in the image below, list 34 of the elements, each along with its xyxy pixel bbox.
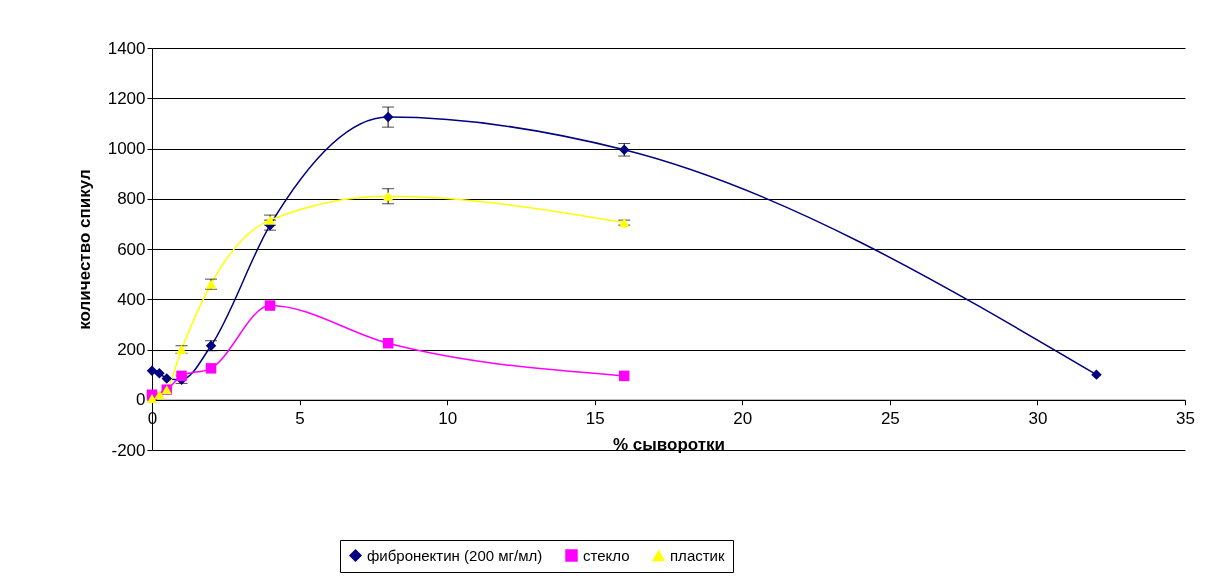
point bbox=[154, 368, 165, 379]
x-tick-label: 20 bbox=[733, 409, 753, 429]
point bbox=[161, 373, 172, 384]
x-tick-label: 5 bbox=[295, 409, 305, 429]
x-tick-label: 15 bbox=[585, 409, 605, 429]
point bbox=[618, 370, 630, 382]
y-tick-label: 1000 bbox=[107, 139, 146, 158]
point bbox=[382, 191, 394, 201]
x-tick-label: 30 bbox=[1028, 409, 1048, 429]
point bbox=[205, 363, 217, 374]
point bbox=[264, 300, 276, 311]
x-tick-label: 10 bbox=[438, 409, 458, 429]
y-tick-label: 800 bbox=[117, 189, 146, 209]
point bbox=[382, 111, 394, 123]
point bbox=[1091, 369, 1102, 380]
point bbox=[176, 370, 187, 382]
x-tick-label: 25 bbox=[880, 409, 900, 429]
legend-label: стекло bbox=[583, 546, 630, 564]
y-tick-label: 600 bbox=[117, 239, 146, 259]
point bbox=[382, 337, 394, 349]
point bbox=[154, 390, 165, 400]
y-axis-title: количество спикул bbox=[74, 169, 94, 330]
legend-label: пластик bbox=[670, 546, 725, 564]
point bbox=[146, 393, 158, 404]
x-axis-title: % сыворотки bbox=[612, 435, 726, 454]
y-tick-label: -200 bbox=[111, 440, 146, 460]
point bbox=[146, 365, 158, 377]
x-tick-label: 35 bbox=[1176, 409, 1195, 429]
y-tick-label: 1400 bbox=[107, 38, 146, 58]
y-tick-label: 1200 bbox=[107, 88, 146, 108]
legend-label: фибронектин (200 мг/мл) bbox=[367, 546, 543, 564]
y-tick-label: 0 bbox=[136, 390, 146, 410]
y-tick-label: 400 bbox=[117, 289, 146, 309]
y-tick-label: 200 bbox=[117, 340, 146, 359]
